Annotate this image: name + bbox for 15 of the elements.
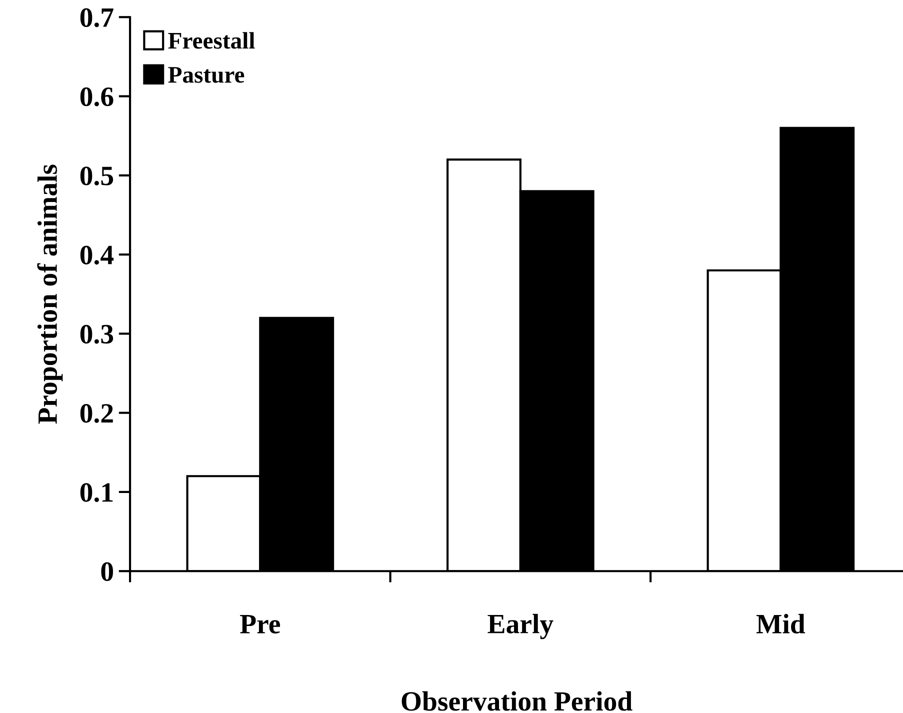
x-axis-title: Observation Period bbox=[402, 691, 632, 711]
y-tick-label: 0.5 bbox=[80, 166, 114, 186]
x-tick-label: Pre bbox=[240, 615, 280, 634]
x-tick-label: Early bbox=[488, 614, 554, 640]
legend-label: Pasture bbox=[168, 67, 244, 83]
x-tick-label: Mid bbox=[756, 614, 806, 634]
legend-label: Freestall bbox=[168, 32, 255, 49]
y-tick-label: 0.6 bbox=[80, 87, 114, 106]
y-tick-label: 0.7 bbox=[80, 8, 114, 28]
y-axis-title: Proportion of animals bbox=[37, 164, 63, 424]
y-tick-label: 0.3 bbox=[80, 324, 114, 344]
y-tick-label: 0.2 bbox=[80, 404, 113, 423]
y-tick-label: 0.4 bbox=[80, 246, 114, 265]
y-tick-label: 0 bbox=[101, 562, 113, 582]
y-tick-label: 0.1 bbox=[80, 483, 113, 502]
